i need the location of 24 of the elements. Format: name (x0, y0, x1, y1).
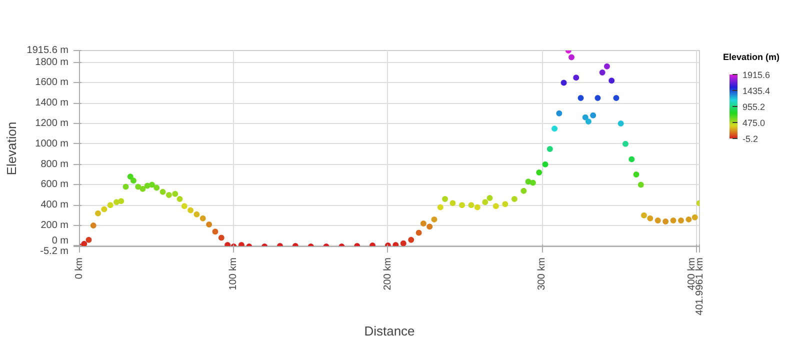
y-tick-label: 1000 m (35, 138, 69, 150)
x-tick-label: 300 km (536, 257, 548, 290)
y-tick-label: 0 m (52, 236, 68, 247)
color-bar-title: Elevation (m) (722, 52, 780, 62)
y-tick-label: 1800 m (35, 56, 69, 68)
y-tick-label: 800 m (40, 158, 69, 170)
x-tick-label: 0 km (74, 258, 85, 280)
y-tick-label: 400 m (40, 200, 69, 211)
x-axis-title: Distance (364, 323, 415, 337)
y-tick-label: 200 m (40, 220, 69, 232)
y-tick-label: 1915.6 m (26, 45, 69, 56)
x-tick-label: 200 km (382, 257, 394, 290)
y-axis-title: Elevation (4, 122, 19, 176)
y-tick-label: 1600 m (35, 77, 69, 88)
y-tick-label: 1400 m (35, 98, 69, 109)
y-tick-label: 1200 m (35, 118, 69, 130)
color-bar-label: 955.2 (742, 102, 766, 112)
y-tick-label: -5.2 m (40, 246, 69, 257)
y-tick-label: 600 m (40, 179, 69, 190)
color-bar-label: 1915.6 (742, 70, 770, 80)
color-bar-label: 1435.4 (742, 86, 770, 96)
x-tick-label: 100 km (228, 257, 240, 290)
color-bar-label: -5.2 (742, 134, 758, 144)
color-bar-label: 475.0 (742, 118, 766, 128)
